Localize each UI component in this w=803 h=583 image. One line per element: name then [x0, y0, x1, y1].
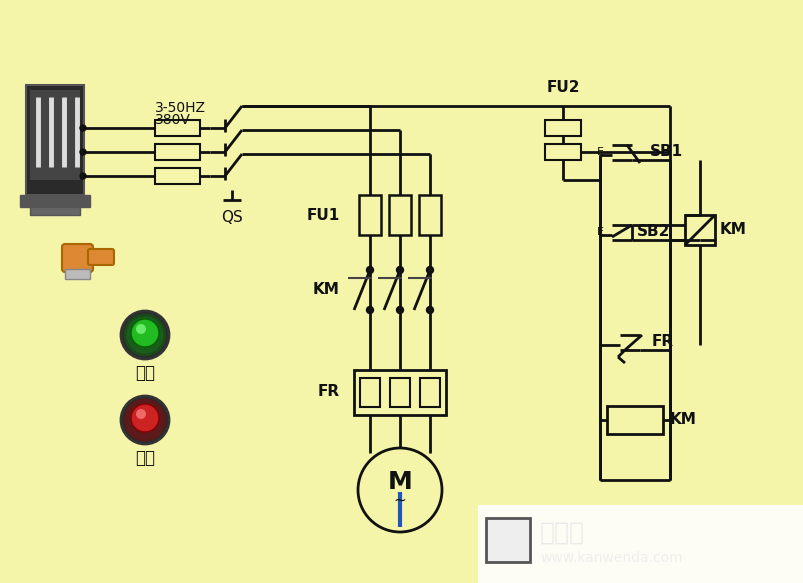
Text: QS: QS: [221, 210, 243, 225]
Circle shape: [426, 266, 433, 273]
FancyBboxPatch shape: [88, 249, 114, 265]
Bar: [360, 378, 380, 407]
Text: 看问答: 看问答: [540, 521, 585, 545]
Bar: [544, 144, 581, 160]
Bar: [30, 90, 80, 180]
Bar: [359, 195, 381, 235]
Bar: [389, 195, 410, 235]
FancyBboxPatch shape: [62, 244, 93, 272]
Text: FU2: FU2: [545, 80, 579, 96]
Circle shape: [136, 409, 146, 419]
Bar: [65, 269, 90, 279]
Circle shape: [80, 125, 86, 131]
Text: KM: KM: [719, 223, 746, 237]
Bar: [30, 207, 80, 215]
Text: M: M: [387, 470, 412, 494]
Text: E: E: [597, 227, 603, 237]
Bar: [544, 120, 581, 136]
Text: 停止: 停止: [135, 449, 155, 467]
Text: K: K: [495, 524, 520, 557]
Bar: [418, 195, 441, 235]
Text: FR: FR: [651, 335, 673, 349]
Circle shape: [124, 315, 165, 355]
Circle shape: [120, 311, 169, 359]
FancyBboxPatch shape: [485, 518, 529, 562]
Text: ~: ~: [393, 493, 406, 507]
Text: FU1: FU1: [307, 208, 340, 223]
Circle shape: [131, 404, 159, 432]
Circle shape: [136, 324, 146, 334]
Circle shape: [80, 173, 86, 179]
Bar: [606, 406, 662, 434]
Text: SB2: SB2: [636, 224, 670, 240]
Text: 3-50HZ: 3-50HZ: [155, 101, 206, 115]
Text: www.kanwenda.com: www.kanwenda.com: [540, 551, 682, 565]
Text: 380V: 380V: [155, 113, 190, 127]
Bar: [155, 144, 200, 160]
Circle shape: [124, 400, 165, 440]
Bar: [353, 370, 446, 415]
Bar: [20, 195, 90, 207]
Circle shape: [396, 307, 403, 314]
Circle shape: [366, 266, 373, 273]
Text: E: E: [597, 147, 603, 157]
Bar: [389, 378, 410, 407]
Bar: [155, 168, 200, 184]
Circle shape: [131, 319, 159, 347]
Circle shape: [366, 307, 373, 314]
Circle shape: [120, 396, 169, 444]
Text: FR: FR: [317, 385, 340, 399]
Bar: [684, 215, 714, 245]
Circle shape: [426, 307, 433, 314]
Bar: [478, 505, 803, 583]
Text: KM: KM: [312, 283, 340, 297]
Text: SB1: SB1: [649, 145, 683, 160]
Circle shape: [80, 149, 86, 155]
Bar: [155, 120, 200, 136]
Bar: [26, 85, 84, 195]
Bar: [419, 378, 439, 407]
Circle shape: [396, 266, 403, 273]
Text: KM: KM: [669, 413, 696, 427]
Text: 启动: 启动: [135, 364, 155, 382]
Circle shape: [357, 448, 442, 532]
